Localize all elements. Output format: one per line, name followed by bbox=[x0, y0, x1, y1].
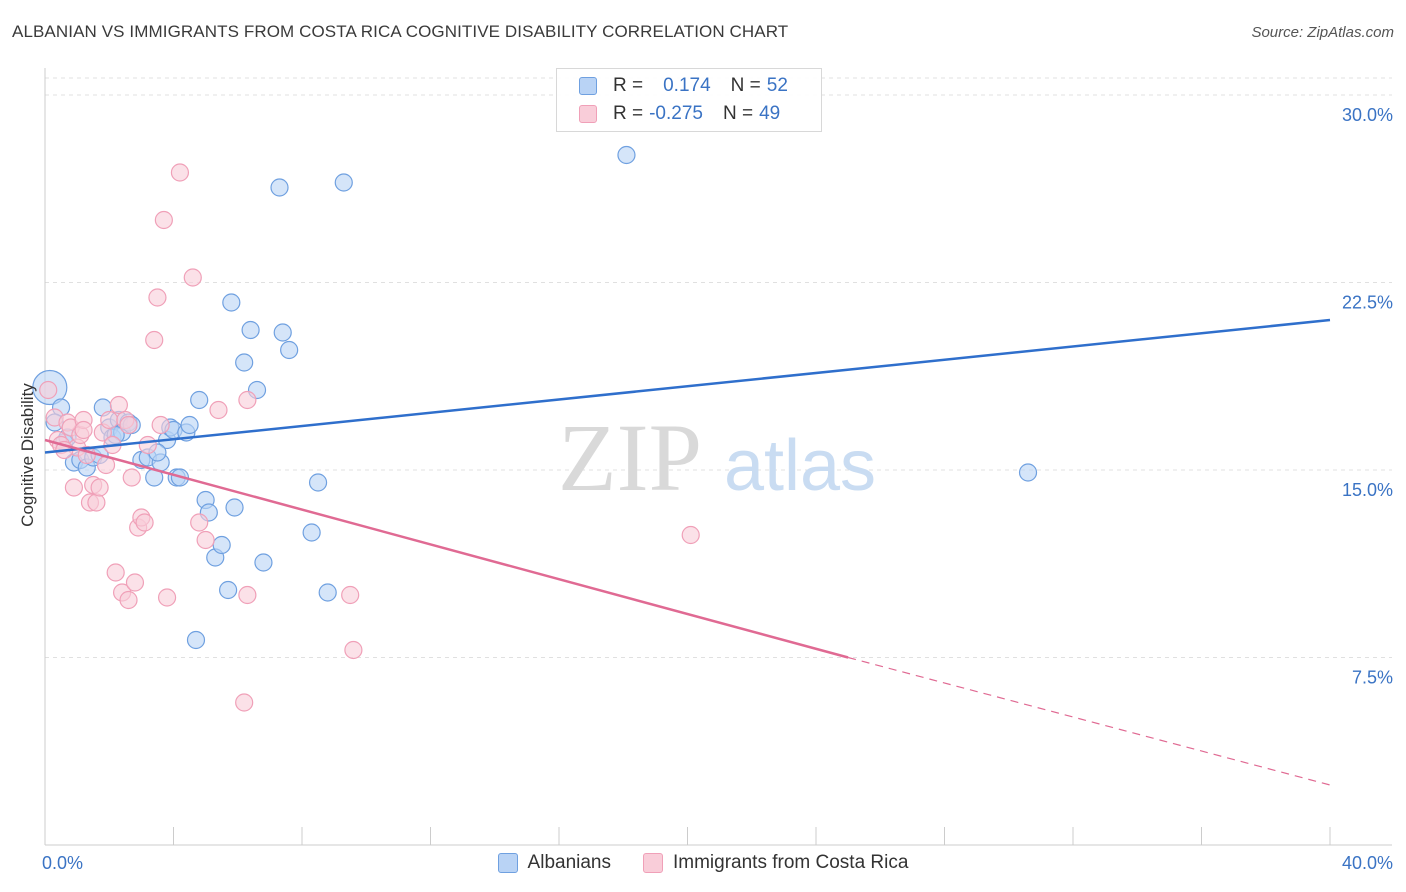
costa-rica-point bbox=[119, 415, 138, 435]
costa-rica-point bbox=[196, 530, 215, 550]
costa-rica-point bbox=[39, 380, 58, 400]
watermark: ZIP atlas bbox=[558, 404, 876, 511]
legend-row-albanians: R = 0.174 N = 52 bbox=[579, 73, 788, 99]
costa-rica-point bbox=[157, 588, 177, 607]
costa-rica-point bbox=[74, 420, 93, 440]
legend-label-costa-rica: Immigrants from Costa Rica bbox=[673, 852, 909, 873]
albanian-point bbox=[235, 353, 254, 372]
legend-item-albanians[interactable]: Albanians bbox=[497, 852, 611, 874]
source-label: Source: ZipAtlas.com bbox=[1251, 24, 1394, 41]
y-tick-label: 30.0% bbox=[1342, 105, 1393, 125]
legend-r-value: 0.174 bbox=[663, 75, 711, 96]
watermark-atlas: atlas bbox=[724, 426, 876, 506]
legend-n-label: N = bbox=[730, 75, 761, 96]
albanian-point bbox=[308, 473, 328, 492]
y-tick-label: 15.0% bbox=[1342, 480, 1393, 500]
x-tick-label: 0.0% bbox=[42, 853, 83, 873]
albanian-point bbox=[186, 630, 206, 650]
albanian-point bbox=[219, 580, 238, 600]
legend-n-value: 49 bbox=[759, 103, 781, 124]
costa-rica-point bbox=[209, 400, 228, 420]
costa-rica-point bbox=[235, 693, 254, 712]
costa-rica-point bbox=[238, 585, 257, 605]
costa-rica-point bbox=[183, 268, 202, 287]
costa-rica-point bbox=[122, 468, 141, 487]
costa-rica-point bbox=[135, 513, 154, 532]
legend-r-label: R = bbox=[613, 75, 644, 96]
albanian-point bbox=[222, 293, 241, 312]
albanian-point bbox=[270, 178, 289, 197]
costa-rica-point bbox=[125, 573, 145, 592]
watermark-zip: ZIP bbox=[558, 404, 702, 511]
albanian-point bbox=[334, 173, 353, 192]
albanian-point bbox=[273, 323, 292, 342]
chart-title: ALBANIAN VS IMMIGRANTS FROM COSTA RICA C… bbox=[12, 22, 789, 41]
albanian-point bbox=[212, 535, 231, 555]
costa-rica-point bbox=[90, 478, 109, 497]
costa-rica-point bbox=[106, 563, 125, 582]
costa-rica-point bbox=[341, 585, 360, 605]
albanian-point bbox=[241, 320, 260, 340]
costa-rica-point bbox=[100, 410, 119, 430]
x-tick-label: 40.0% bbox=[1342, 853, 1393, 873]
costa-rica-point bbox=[148, 288, 167, 307]
costa-rica-point bbox=[138, 435, 157, 455]
legend-n-value: 52 bbox=[766, 75, 788, 96]
albanian-point bbox=[318, 583, 337, 602]
tick-labels: 7.5% 15.0% 22.5% 30.0% 0.0% 40.0% bbox=[42, 105, 1393, 873]
data-points bbox=[32, 145, 1038, 712]
y-tick-label: 22.5% bbox=[1342, 293, 1393, 313]
albanian-point bbox=[280, 340, 299, 360]
costa-rica-point bbox=[64, 478, 84, 497]
y-axis-label: Cognitive Disability bbox=[18, 383, 37, 527]
albanian-point bbox=[180, 415, 199, 435]
albanian-trend-line bbox=[44, 318, 1331, 454]
costa-rica-point bbox=[190, 513, 209, 532]
legend-r-value: -0.275 bbox=[649, 103, 703, 124]
legend-swatch-blue bbox=[497, 853, 518, 873]
legend-swatch-pink bbox=[643, 853, 663, 873]
legend-swatch-pink bbox=[579, 105, 597, 123]
correlation-legend: R = 0.174 N = 52 R = -0.275 N = 49 bbox=[556, 68, 822, 132]
legend-r-label: R = bbox=[613, 103, 644, 124]
costa-rica-point bbox=[681, 525, 700, 545]
legend-row-costa-rica: R = -0.275 N = 49 bbox=[579, 101, 780, 127]
costa-rica-point bbox=[119, 590, 138, 610]
legend-swatch-blue bbox=[579, 77, 597, 95]
costa-rica-point bbox=[154, 210, 173, 230]
albanian-point bbox=[190, 390, 209, 410]
costa-rica-point bbox=[238, 390, 257, 410]
albanian-point bbox=[225, 498, 244, 517]
albanian-point bbox=[1018, 463, 1038, 482]
albanian-point bbox=[302, 523, 321, 542]
costa-rica-point bbox=[344, 640, 363, 660]
legend-label-albanians: Albanians bbox=[527, 852, 611, 873]
axes bbox=[44, 68, 1392, 846]
costa-rica-point bbox=[170, 163, 190, 182]
legend-item-costa-rica[interactable]: Immigrants from Costa Rica bbox=[643, 852, 908, 874]
costa-rica-point bbox=[151, 415, 170, 435]
costa-rica-point bbox=[109, 395, 128, 415]
albanian-point bbox=[254, 553, 273, 572]
costa-rica-trend-extension bbox=[847, 656, 1331, 786]
costa-rica-point bbox=[87, 493, 106, 512]
trend-lines bbox=[44, 318, 1331, 786]
y-tick-label: 7.5% bbox=[1352, 668, 1393, 688]
costa-rica-point bbox=[145, 330, 164, 350]
legend-n-label: N = bbox=[722, 103, 754, 124]
costa-rica-trend-line bbox=[44, 438, 849, 659]
albanian-point bbox=[617, 145, 636, 165]
series-legend: Albanians Immigrants from Costa Rica bbox=[0, 852, 1406, 874]
